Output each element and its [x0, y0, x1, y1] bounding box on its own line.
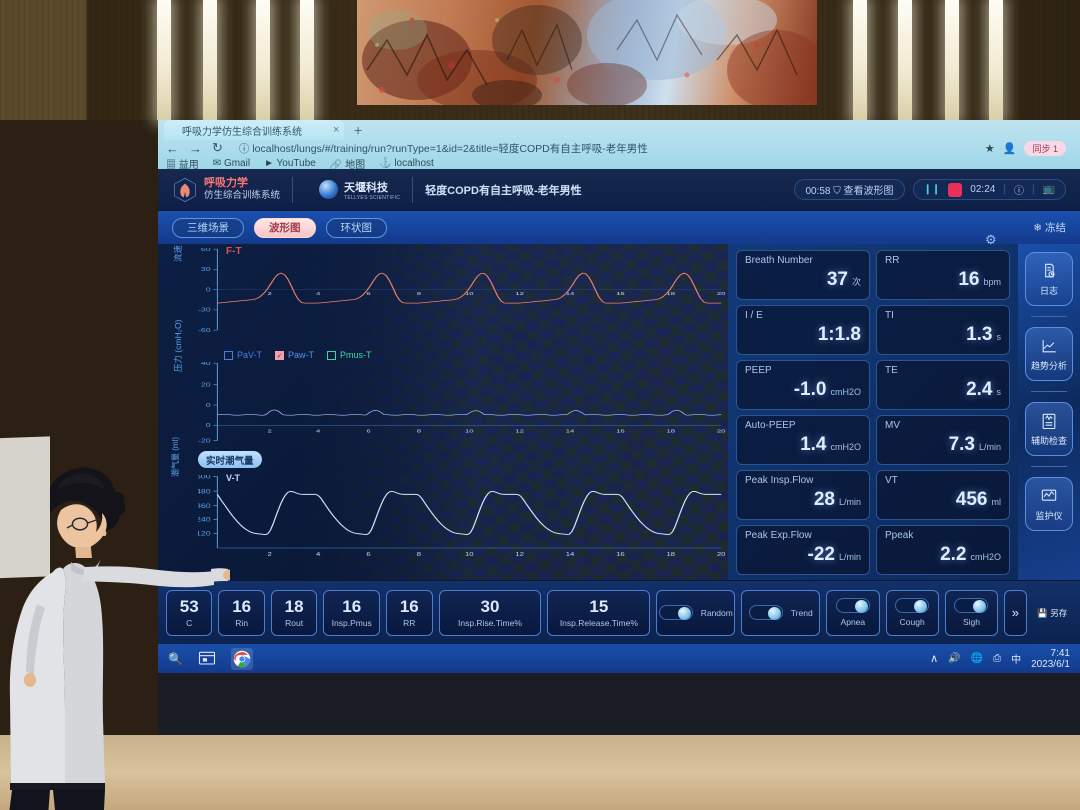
svg-text:18: 18	[666, 429, 675, 434]
svg-text:30: 30	[201, 266, 211, 273]
svg-text:20: 20	[201, 381, 211, 388]
svg-text:4: 4	[316, 429, 321, 434]
svg-text:20: 20	[717, 429, 726, 434]
svg-text:4: 4	[316, 552, 321, 558]
svg-text:12: 12	[515, 429, 524, 434]
svg-text:10: 10	[465, 429, 474, 434]
svg-text:2: 2	[268, 429, 273, 434]
svg-text:12: 12	[515, 291, 524, 296]
svg-text:16: 16	[616, 291, 625, 296]
svg-text:8: 8	[417, 552, 422, 558]
svg-text:14: 14	[566, 429, 575, 434]
svg-text:20: 20	[717, 291, 726, 296]
svg-text:2: 2	[268, 552, 273, 558]
svg-text:6: 6	[366, 552, 371, 558]
svg-text:8: 8	[417, 429, 422, 434]
svg-text:0: 0	[206, 286, 211, 293]
svg-text:-30: -30	[198, 307, 211, 314]
svg-text:20: 20	[717, 552, 726, 558]
svg-text:2: 2	[268, 291, 273, 296]
svg-text:8: 8	[417, 291, 422, 296]
svg-text:16: 16	[616, 429, 625, 434]
svg-text:40: 40	[201, 362, 211, 367]
svg-text:18: 18	[666, 552, 675, 558]
svg-text:16: 16	[616, 552, 625, 558]
svg-text:0: 0	[206, 422, 211, 429]
svg-text:60: 60	[201, 248, 211, 252]
svg-text:6: 6	[366, 291, 371, 296]
svg-text:-20: -20	[198, 437, 211, 444]
svg-text:4: 4	[316, 291, 321, 296]
svg-text:14: 14	[566, 552, 575, 558]
svg-text:6: 6	[366, 429, 371, 434]
svg-text:10: 10	[465, 552, 474, 558]
svg-text:-60: -60	[198, 327, 211, 334]
svg-text:0: 0	[206, 402, 211, 409]
svg-text:12: 12	[515, 552, 524, 558]
